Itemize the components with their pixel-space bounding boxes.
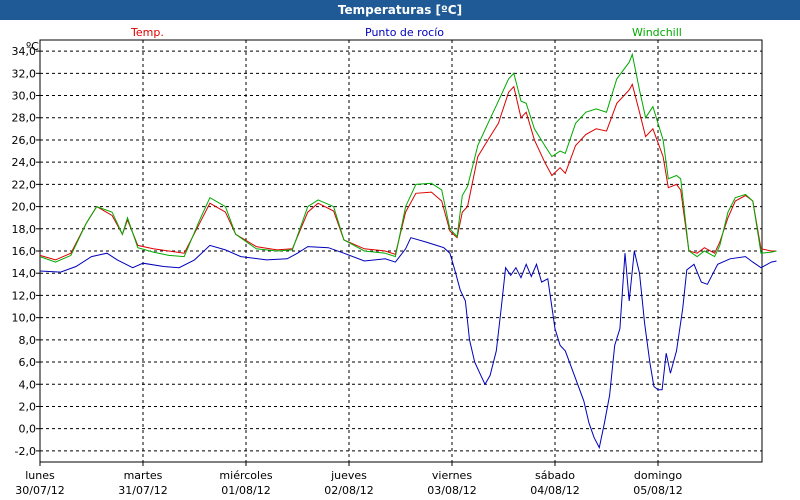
y-tick-label: 16,0 [12, 245, 37, 258]
x-tick-date-label: 31/07/12 [118, 484, 167, 497]
x-tick-day-label: lunes [25, 469, 55, 482]
y-tick-label: 32,0 [12, 67, 37, 80]
y-tick-label: 4,0 [19, 378, 37, 391]
y-tick-label: 14,0 [12, 267, 37, 280]
y-tick-label: 20,0 [12, 201, 37, 214]
x-tick-day-label: jueves [330, 469, 367, 482]
y-tick-label: 34,0 [12, 45, 37, 58]
series-line-temp- [39, 83, 777, 261]
series-line-windchill [39, 52, 777, 263]
y-tick-label: 26,0 [12, 134, 37, 147]
y-tick-label: 18,0 [12, 223, 37, 236]
y-tick-label: -2,0 [15, 445, 36, 458]
y-tick-label: 22,0 [12, 178, 37, 191]
legend-dewpoint: Punto de rocío [365, 26, 445, 39]
y-tick-label: 12,0 [12, 289, 37, 302]
y-tick-label: 28,0 [12, 112, 37, 125]
y-tick-label: 30,0 [12, 90, 37, 103]
legend-temp: Temp. [131, 26, 164, 39]
y-tick-label: 6,0 [19, 356, 37, 369]
x-tick-day-label: sábado [535, 469, 575, 482]
x-tick-date-label: 02/08/12 [324, 484, 373, 497]
series-line-punto-de-roc-o [39, 237, 777, 450]
x-tick-day-label: domingo [634, 469, 682, 482]
x-tick-date-label: 04/08/12 [530, 484, 579, 497]
x-tick-date-label: 01/08/12 [221, 484, 270, 497]
y-tick-label: 0,0 [19, 423, 37, 436]
y-tick-label: 10,0 [12, 312, 37, 325]
x-tick-day-label: martes [124, 469, 163, 482]
x-tick-date-label: 30/07/12 [15, 484, 64, 497]
y-tick-label: 2,0 [19, 400, 37, 413]
x-tick-day-label: viernes [432, 469, 472, 482]
x-tick-day-label: miércoles [219, 469, 272, 482]
chart-title: Temperaturas [ºC] [0, 0, 800, 20]
x-tick-date-label: 05/08/12 [633, 484, 682, 497]
y-tick-label: 24,0 [12, 156, 37, 169]
y-tick-label: 8,0 [19, 334, 37, 347]
x-tick-date-label: 03/08/12 [427, 484, 476, 497]
y-axis-unit-label: ºC [26, 40, 39, 53]
legend-windchill: Windchill [632, 26, 682, 39]
